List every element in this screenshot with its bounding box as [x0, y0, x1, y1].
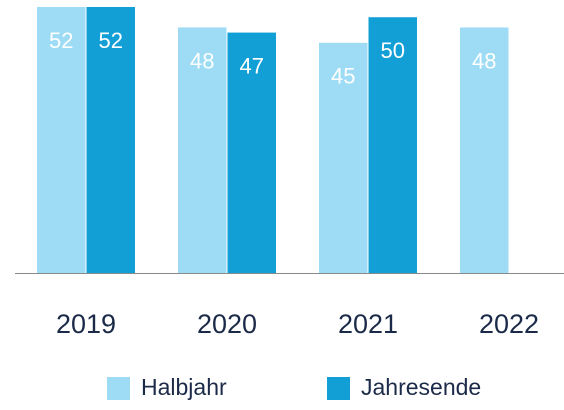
bar — [86, 7, 135, 273]
value-label: 52 — [49, 28, 73, 53]
value-label: 48 — [472, 48, 496, 73]
value-label: 47 — [240, 53, 264, 78]
legend-label: Jahresende — [361, 374, 481, 400]
value-label: 45 — [331, 64, 355, 89]
bar — [460, 27, 509, 274]
bar — [227, 32, 276, 274]
bar — [319, 42, 368, 273]
value-label: 52 — [99, 28, 123, 53]
legend-swatch — [107, 377, 130, 400]
value-label: 50 — [381, 38, 405, 63]
bar — [368, 17, 417, 273]
legend-swatch — [327, 377, 350, 400]
x-tick-label: 2022 — [479, 309, 539, 339]
bar — [178, 27, 227, 274]
value-label: 48 — [190, 48, 214, 73]
legend-label: Halbjahr — [141, 374, 227, 400]
bar — [37, 7, 86, 273]
x-tick-label: 2021 — [338, 309, 398, 339]
x-tick-label: 2019 — [56, 309, 116, 339]
x-tick-label: 2020 — [197, 309, 257, 339]
